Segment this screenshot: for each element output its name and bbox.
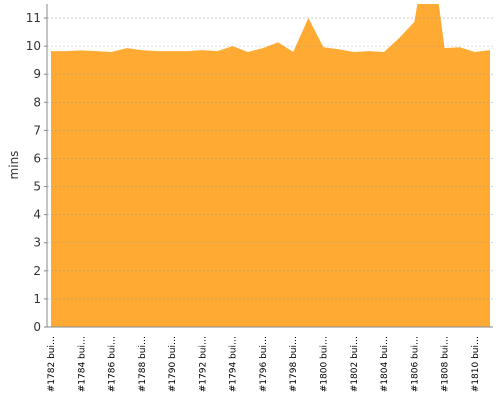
y-tick-label: 5	[33, 180, 41, 194]
y-tick-label: 7	[33, 123, 41, 137]
y-tick-label: 0	[33, 320, 41, 334]
x-tick-label: #1806 bui…	[410, 336, 420, 392]
x-tick-label: #1784 bui…	[77, 336, 87, 392]
x-tick-label: #1800 bui…	[319, 336, 329, 392]
y-tick-label: 8	[33, 95, 41, 109]
y-axis-label: mins	[7, 151, 21, 180]
x-tick-label: #1810 bui…	[471, 336, 481, 392]
y-tick-label: 4	[33, 208, 41, 222]
x-tick-label: #1802 bui…	[350, 336, 360, 392]
x-tick-label: #1798 bui…	[289, 336, 299, 392]
y-tick-label: 3	[33, 236, 41, 250]
y-tick-label: 2	[33, 264, 41, 278]
y-tick-label: 9	[33, 67, 41, 81]
x-tick-label: #1794 bui…	[229, 336, 239, 392]
y-tick-label: 11	[26, 11, 41, 25]
x-tick-label: #1808 bui…	[441, 336, 451, 392]
x-tick-label: #1782 bui…	[47, 336, 57, 392]
area	[51, 4, 490, 327]
x-tick-label: #1786 bui…	[108, 336, 118, 392]
plot-area	[51, 4, 490, 327]
x-tick-label: #1792 bui…	[198, 336, 208, 392]
y-tick-label: 6	[33, 151, 41, 165]
x-tick-label: #1790 bui…	[168, 336, 178, 392]
x-tick-label: #1796 bui…	[259, 336, 269, 392]
x-tick-label: #1788 bui…	[138, 336, 148, 392]
y-tick-label: 1	[33, 292, 41, 306]
x-tick-label: #1804 bui…	[380, 336, 390, 392]
y-tick-label: 10	[26, 39, 41, 53]
